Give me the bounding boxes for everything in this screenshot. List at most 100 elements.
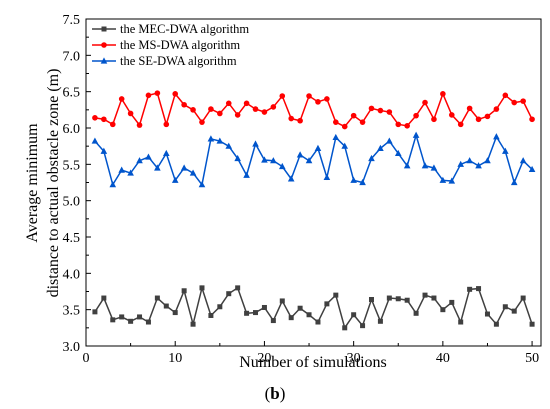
x-tick-label: 30 <box>347 351 361 366</box>
data-point <box>288 315 294 321</box>
data-point <box>510 178 518 186</box>
caption-open-paren: ( <box>265 384 271 403</box>
legend-item: the MEC-DWA algorithm <box>92 22 249 36</box>
data-point <box>305 157 313 164</box>
data-point <box>377 318 383 324</box>
data-point <box>315 319 321 325</box>
data-point <box>511 99 518 106</box>
data-point <box>252 106 259 112</box>
data-point <box>136 157 143 164</box>
data-point <box>270 104 277 110</box>
data-point <box>279 93 286 99</box>
legend-swatch-marker <box>101 26 107 32</box>
data-point <box>484 311 490 317</box>
data-point <box>217 110 223 117</box>
data-point <box>216 137 224 144</box>
data-point <box>163 303 169 309</box>
data-point <box>475 116 482 123</box>
data-point <box>199 119 205 125</box>
legend-swatch-marker <box>100 57 108 64</box>
data-point <box>341 123 348 130</box>
data-point <box>395 296 401 302</box>
data-point <box>431 116 437 123</box>
data-point <box>377 144 384 151</box>
data-point <box>466 105 473 112</box>
data-point <box>118 96 125 102</box>
y-tick-label: 7.0 <box>63 49 81 64</box>
data-point <box>448 177 456 184</box>
y-tick-label: 5.0 <box>63 195 81 210</box>
data-point <box>279 298 285 304</box>
data-point <box>145 92 152 99</box>
data-point <box>413 310 419 316</box>
data-point <box>493 133 500 140</box>
data-point <box>351 312 357 318</box>
data-point <box>190 321 196 327</box>
data-point <box>377 107 384 114</box>
x-tick-label: 20 <box>257 351 271 366</box>
data-point <box>404 123 410 129</box>
data-point <box>109 181 117 188</box>
data-point <box>181 288 187 294</box>
data-point <box>324 301 330 307</box>
x-tick-label: 40 <box>436 351 450 366</box>
data-point <box>261 109 268 115</box>
data-point <box>287 175 295 182</box>
data-point <box>502 92 509 99</box>
data-point <box>110 317 116 323</box>
data-point <box>413 112 419 119</box>
data-point <box>217 304 223 310</box>
data-point <box>520 295 526 301</box>
legend-item: the SE-DWA algorithm <box>92 54 237 68</box>
data-point <box>306 312 312 318</box>
data-point <box>386 109 393 115</box>
data-point <box>296 151 304 158</box>
data-point <box>440 91 446 97</box>
y-tick-label: 3.0 <box>63 340 81 355</box>
data-point <box>529 321 535 327</box>
y-tick-label: 7.5 <box>63 13 81 28</box>
data-point <box>412 131 420 138</box>
data-point <box>118 166 125 173</box>
data-point <box>422 99 428 106</box>
data-point <box>181 101 187 108</box>
data-point <box>261 156 268 163</box>
series-line <box>94 132 533 187</box>
data-point <box>199 285 205 291</box>
data-point <box>226 291 232 297</box>
data-point <box>368 296 374 302</box>
data-point <box>341 142 349 149</box>
data-point <box>198 181 206 188</box>
data-point <box>252 140 259 147</box>
data-point <box>137 314 143 320</box>
data-point <box>440 307 446 313</box>
data-point <box>92 309 98 315</box>
y-tick-label: 4.0 <box>63 267 81 282</box>
data-point <box>243 171 250 178</box>
data-point <box>315 99 321 105</box>
data-point <box>270 157 277 164</box>
data-point <box>207 135 215 142</box>
series-2 <box>92 90 535 130</box>
data-point <box>421 162 429 169</box>
data-point <box>91 137 99 144</box>
data-point <box>261 304 267 310</box>
data-point <box>323 173 331 181</box>
data-point <box>484 113 491 120</box>
data-point <box>235 285 241 291</box>
series-3 <box>91 131 536 188</box>
data-point <box>529 116 535 123</box>
y-tick-label: 5.5 <box>63 158 81 173</box>
data-point <box>484 157 491 164</box>
data-point <box>404 297 410 303</box>
caption-close-paren: ) <box>280 384 286 403</box>
data-point <box>493 106 500 112</box>
data-point <box>101 116 107 123</box>
data-point <box>475 162 482 169</box>
data-point <box>101 295 107 301</box>
data-point <box>225 100 232 107</box>
data-point <box>162 149 170 157</box>
x-tick-label: 0 <box>83 351 90 366</box>
y-axis-title-line-2: distance to actual obstacle zone (m) <box>45 69 62 298</box>
